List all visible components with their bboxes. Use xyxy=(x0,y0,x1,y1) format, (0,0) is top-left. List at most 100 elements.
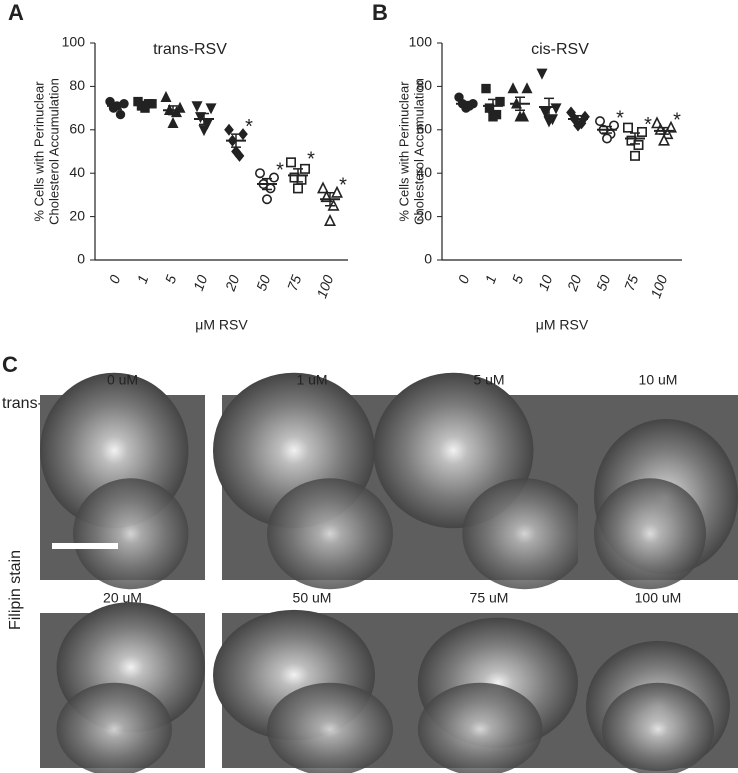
y-axis-label: % Cells with Perinuclear xyxy=(396,81,411,222)
y-tick-label: 80 xyxy=(416,77,432,93)
image-label: 100 uM xyxy=(635,590,682,606)
data-point xyxy=(507,82,519,94)
data-point xyxy=(488,112,498,122)
image-label: 75 uM xyxy=(470,590,509,606)
cell-body xyxy=(462,478,587,590)
data-point xyxy=(255,168,266,179)
image-label: 1 uM xyxy=(296,372,327,388)
data-point xyxy=(481,83,491,94)
data-point xyxy=(601,133,612,144)
y-tick-label: 60 xyxy=(416,121,432,137)
significance: * xyxy=(339,175,347,197)
image-label: 10 uM xyxy=(639,372,678,388)
data-point xyxy=(514,110,526,122)
x-tick-label: 10 xyxy=(190,273,210,293)
data-point xyxy=(231,145,241,158)
x-tick-label: 0 xyxy=(455,273,473,286)
significance: * xyxy=(307,149,315,171)
cell-body xyxy=(267,682,393,773)
y-tick-label: 80 xyxy=(69,77,85,93)
side-label: Filipin stain xyxy=(7,550,24,630)
data-point xyxy=(191,101,203,113)
data-point xyxy=(317,181,329,194)
y-tick-label: 20 xyxy=(69,207,85,223)
data-point xyxy=(261,194,272,205)
data-point xyxy=(194,112,207,124)
data-point xyxy=(268,172,279,183)
image-grid: 0 uM 1 uM 5 uM 10 uM 20 uM 50 uM 75 uM 100 uM xyxy=(40,372,738,773)
x-tick-label: 1 xyxy=(134,273,152,286)
chart-title: cis-RSV xyxy=(531,41,589,58)
x-tick-label: 100 xyxy=(313,273,336,301)
x-tick-label: 10 xyxy=(535,273,555,293)
data-point xyxy=(167,116,179,128)
panel-label: B xyxy=(372,0,388,25)
x-tick-label: 0 xyxy=(106,273,124,286)
significance: * xyxy=(673,110,681,132)
panel-label: A xyxy=(8,0,24,25)
x-tick-label: 1 xyxy=(482,273,500,286)
y-tick-label: 0 xyxy=(77,251,85,267)
data-point xyxy=(543,116,555,128)
scale-bar xyxy=(52,543,118,549)
data-point xyxy=(205,103,217,115)
data-point xyxy=(324,213,336,226)
data-point xyxy=(292,183,303,194)
data-point xyxy=(238,128,248,141)
y-tick-label: 40 xyxy=(69,164,85,180)
data-point xyxy=(115,109,126,120)
x-tick-label: 50 xyxy=(593,273,613,293)
y-tick-label: 0 xyxy=(424,251,432,267)
data-point xyxy=(224,123,234,136)
image-label: 20 uM xyxy=(103,590,142,606)
data-point xyxy=(629,150,640,161)
x-tick-label: 5 xyxy=(509,273,527,286)
data-point xyxy=(495,96,505,107)
x-tick-label: 20 xyxy=(222,273,243,294)
data-point xyxy=(539,107,552,119)
image-label: 5 uM xyxy=(473,372,504,388)
data-point xyxy=(550,103,562,115)
y-axis-label: Cholesterol Accumulation xyxy=(46,78,61,225)
data-point xyxy=(594,116,605,127)
significance: * xyxy=(276,159,284,181)
x-tick-label: 50 xyxy=(253,273,273,293)
data-point xyxy=(160,90,172,102)
data-point xyxy=(521,82,533,94)
data-point xyxy=(285,157,296,168)
cell-body xyxy=(73,478,189,590)
data-point xyxy=(633,139,644,150)
significance: * xyxy=(616,107,624,129)
significance: * xyxy=(245,116,253,138)
y-axis-label: Cholesterol Accumulation xyxy=(411,78,426,225)
x-tick-label: 20 xyxy=(564,273,585,294)
y-tick-label: 20 xyxy=(416,207,432,223)
x-tick-label: 100 xyxy=(647,273,670,301)
x-tick-label: 75 xyxy=(284,273,304,293)
cell-body xyxy=(594,478,706,590)
y-tick-label: 40 xyxy=(416,164,432,180)
x-axis-label: μM RSV xyxy=(195,317,248,333)
y-tick-label: 60 xyxy=(69,121,85,137)
cell-body xyxy=(602,682,714,773)
image-label: 50 uM xyxy=(293,590,332,606)
data-point xyxy=(536,68,548,80)
data-point xyxy=(198,125,210,137)
y-axis-label: % Cells with Perinuclear xyxy=(31,81,46,222)
image-label: 0 uM xyxy=(107,372,138,388)
significance: * xyxy=(644,114,652,136)
x-tick-label: 75 xyxy=(621,273,641,293)
data-point xyxy=(636,126,647,137)
cell-body xyxy=(267,478,393,590)
data-point xyxy=(658,133,670,146)
x-tick-label: 5 xyxy=(162,273,180,286)
chart-title: trans-RSV xyxy=(153,41,227,58)
cell-body xyxy=(417,682,543,773)
y-tick-label: 100 xyxy=(409,34,433,50)
data-point xyxy=(622,122,633,133)
y-tick-label: 100 xyxy=(62,34,86,50)
x-axis-label: μM RSV xyxy=(536,317,589,333)
panel-label: C xyxy=(2,352,18,377)
cell-body xyxy=(56,682,172,773)
